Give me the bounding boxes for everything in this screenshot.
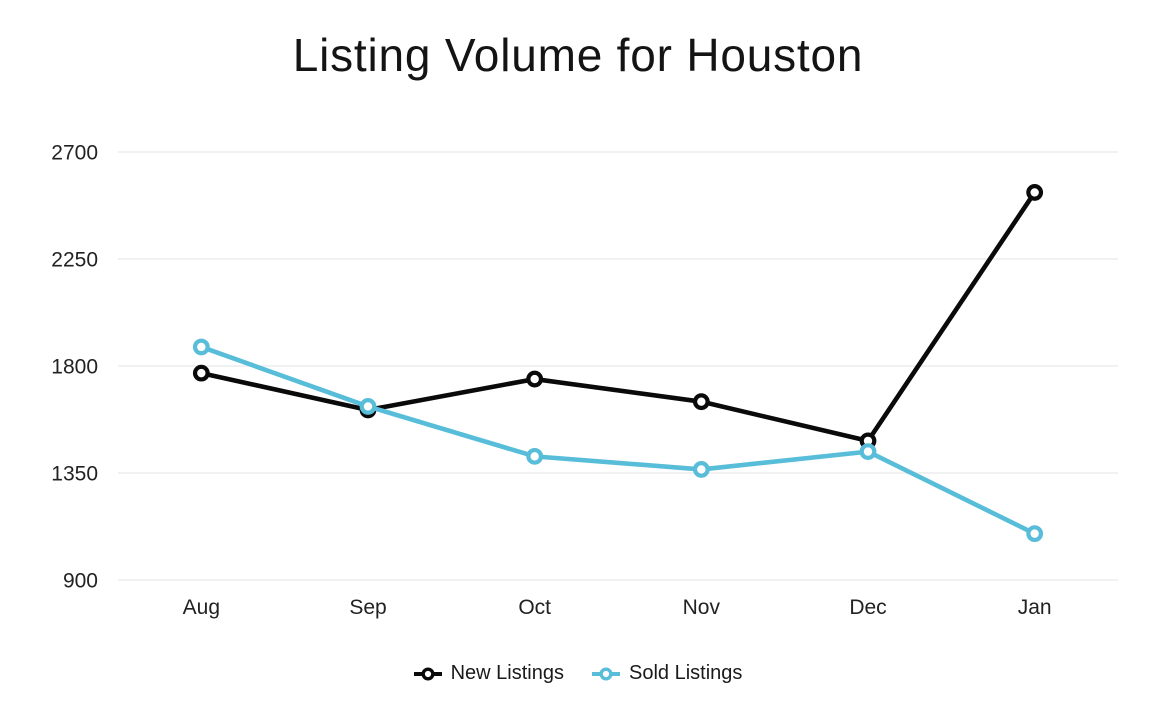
data-point-marker bbox=[192, 364, 210, 382]
x-tick-label: Aug bbox=[183, 596, 220, 619]
data-point-marker bbox=[359, 398, 377, 415]
legend-label: Sold Listings bbox=[628, 662, 743, 684]
data-point-marker bbox=[192, 338, 210, 356]
legend-marker-icon bbox=[413, 666, 442, 681]
legend-item-sold-listings: Sold Listings bbox=[591, 662, 743, 685]
legend-marker-icon bbox=[591, 666, 620, 681]
x-tick-label: Oct bbox=[518, 596, 551, 619]
y-tick-label: 2250 bbox=[51, 249, 98, 272]
data-point-marker bbox=[692, 461, 710, 478]
legend-item-new-listings: New Listings bbox=[413, 662, 564, 685]
y-tick-label: 1800 bbox=[51, 356, 98, 379]
y-tick-label: 900 bbox=[63, 570, 98, 593]
chart-legend: New Listings Sold Listings bbox=[0, 662, 1156, 685]
x-tick-label: Jan bbox=[1018, 596, 1052, 619]
y-tick-label: 1350 bbox=[51, 463, 98, 486]
series-line-sold-listings bbox=[199, 344, 1037, 536]
data-point-marker bbox=[1026, 525, 1044, 543]
legend-label: New Listings bbox=[450, 662, 564, 684]
chart-title: Listing Volume for Houston bbox=[292, 29, 864, 81]
x-tick-label: Sep bbox=[349, 596, 386, 619]
x-tick-label: Dec bbox=[849, 596, 886, 619]
x-tick-label: Nov bbox=[683, 596, 721, 619]
y-tick-label: 2700 bbox=[51, 142, 98, 165]
data-point-marker bbox=[859, 443, 877, 461]
data-point-marker bbox=[526, 370, 544, 388]
line-chart: 900 1350 1800 2250 2700 Aug Sep Oct Nov Dec Jan bbox=[51, 142, 1118, 619]
data-point-marker bbox=[526, 447, 544, 465]
data-point-marker bbox=[692, 393, 710, 411]
series-line-new-listings bbox=[199, 190, 1037, 444]
data-point-marker bbox=[1026, 184, 1044, 201]
